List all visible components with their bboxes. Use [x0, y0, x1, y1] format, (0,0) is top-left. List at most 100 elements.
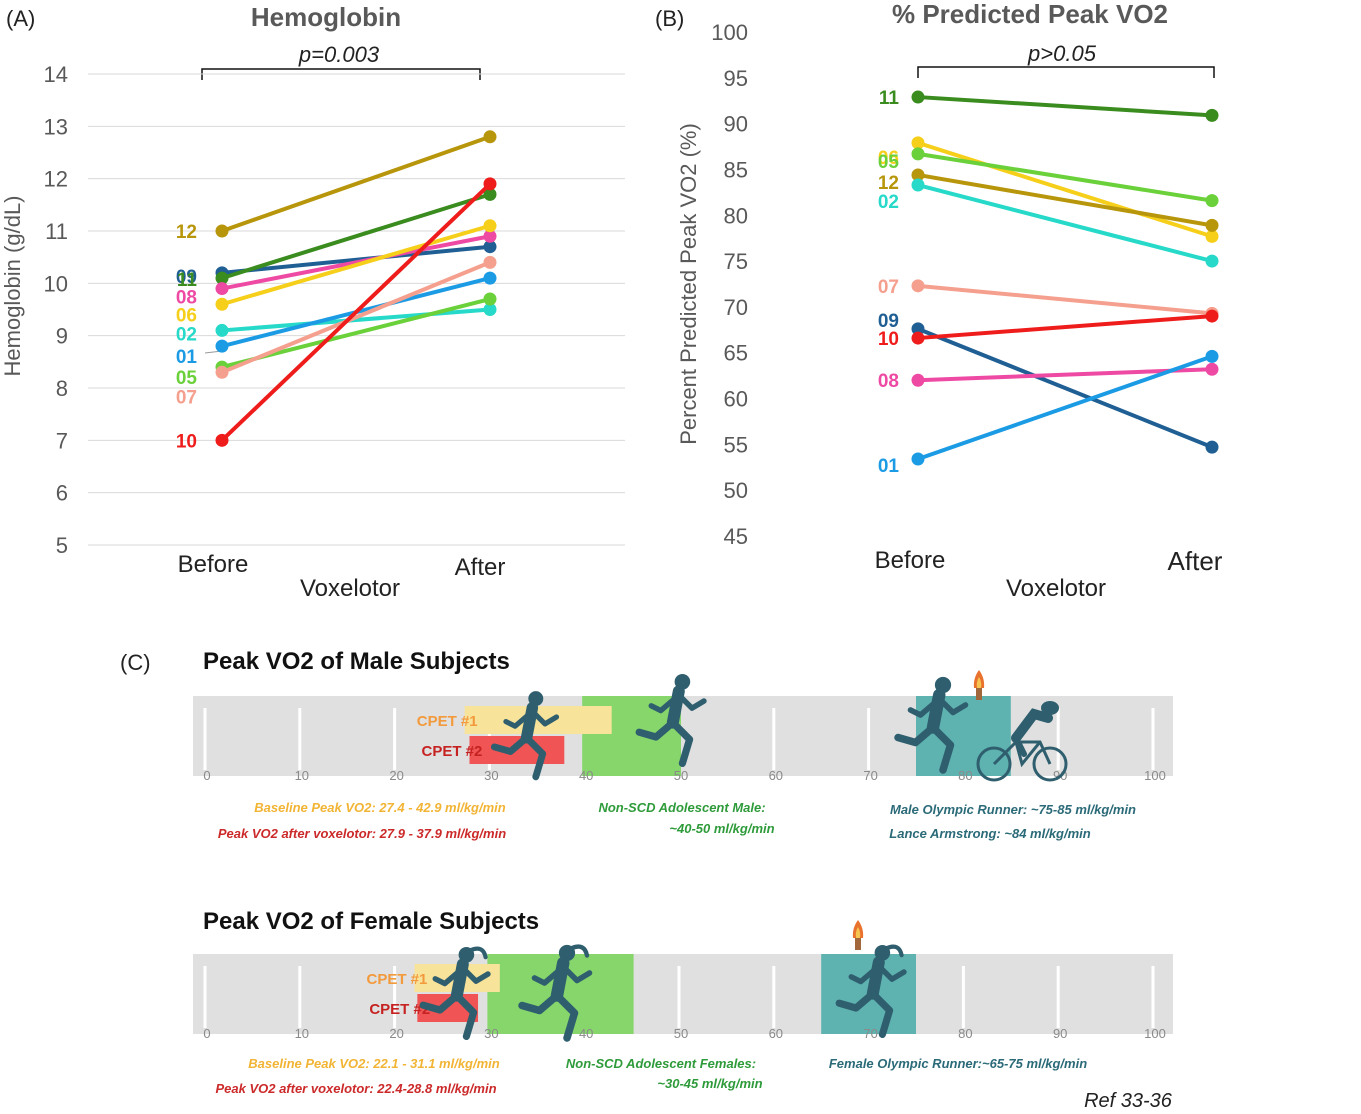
data-point-after-10	[1205, 309, 1219, 323]
subject-label-12: 12	[878, 173, 899, 194]
female-cpet2-label: CPET #2	[369, 1001, 430, 1018]
data-point-before-10	[215, 433, 229, 447]
female-scale-band	[193, 954, 1173, 1034]
panel-b-significance-bracket	[917, 66, 1215, 78]
data-point-after-02	[483, 303, 497, 316]
series-line-12	[220, 134, 492, 233]
panel-a-x-category-after: After	[455, 554, 506, 581]
female-after-note: Peak VO2 after voxelotor: 22.4-28.8 ml/k…	[215, 1081, 496, 1096]
data-point-after-10	[483, 177, 497, 191]
subject-label-01: 01	[176, 347, 198, 368]
data-point-after-09	[483, 240, 497, 254]
y-tick-label: 50	[724, 478, 748, 503]
subject-label-09: 09	[176, 267, 197, 288]
data-point-before-02	[215, 323, 229, 337]
data-point-before-05	[911, 147, 925, 161]
panel-a-hemoglobin-chart: (A) Hemoglobin p=0.003 14 13 12 11 10 9 8 7 6 5 H…	[0, 2, 625, 602]
scale-tick-label: 80	[958, 1026, 972, 1041]
y-tick-label: 55	[724, 432, 748, 457]
data-point-before-01	[911, 452, 925, 466]
subject-label-10: 10	[878, 329, 899, 350]
panel-b-x-category-after: After	[1168, 546, 1223, 576]
scale-tick-label: 70	[863, 768, 877, 783]
data-point-before-12	[215, 224, 229, 238]
scale-tick-label: 20	[389, 768, 403, 783]
y-tick-label: 70	[724, 295, 748, 320]
male-baseline-note: Baseline Peak VO2: 27.4 - 42.9 ml/kg/min	[254, 800, 506, 815]
reference-note: Ref 33-36	[1084, 1090, 1173, 1112]
y-tick-label: 65	[724, 341, 748, 366]
series-line-06	[916, 140, 1214, 239]
y-tick-label: 14	[44, 62, 68, 87]
panel-a-x-axis-label: Voxelotor	[300, 575, 400, 602]
scale-tick-label: 90	[1053, 1026, 1067, 1041]
subject-label-02: 02	[176, 324, 197, 345]
panel-b-peak-vo2-chart: (B) % Predicted Peak VO2 p>0.05 100 95 90 8…	[655, 0, 1223, 602]
scale-tick-label: 60	[769, 768, 783, 783]
subject-label-10: 10	[176, 431, 197, 452]
subject-label-06: 06	[176, 305, 197, 326]
y-tick-label: 90	[724, 112, 748, 137]
panel-b-title: % Predicted Peak VO2	[892, 0, 1168, 29]
series-line-09	[220, 244, 492, 275]
data-point-before-07	[911, 279, 925, 293]
y-tick-label: 13	[44, 114, 68, 139]
y-tick-label: 7	[56, 428, 68, 453]
subject-label-08: 08	[176, 288, 197, 309]
runner-icon	[490, 691, 560, 781]
series-line-07	[916, 283, 1214, 316]
data-point-after-12	[1205, 218, 1219, 232]
panel-b-p-value: p>0.05	[1027, 41, 1097, 66]
scale-tick-label: 20	[389, 1026, 403, 1041]
male-normal-note-line1: Non-SCD Adolescent Male:	[598, 800, 765, 815]
scale-tick-label: 30	[484, 768, 498, 783]
data-point-before-06	[215, 297, 229, 311]
series-line-02	[916, 183, 1214, 264]
y-tick-label: 60	[724, 387, 748, 412]
data-point-after-09	[1205, 440, 1219, 454]
subject-label-01: 01	[878, 456, 900, 477]
torch-icon	[973, 670, 985, 700]
data-point-after-12	[483, 130, 497, 144]
data-point-before-01	[215, 339, 229, 353]
panel-b-x-axis-label: Voxelotor	[1006, 575, 1106, 602]
subject-label-05: 05	[878, 152, 900, 173]
male-scale-title: Peak VO2 of Male Subjects	[203, 648, 510, 675]
data-point-after-01	[483, 271, 497, 285]
sprinter-icon	[894, 676, 969, 774]
data-point-after-08	[1205, 362, 1219, 376]
series-line-11	[220, 192, 492, 281]
data-point-before-09	[911, 322, 925, 336]
female-scale-title: Peak VO2 of Female Subjects	[203, 908, 539, 935]
data-point-after-07	[483, 255, 497, 269]
data-point-after-06	[1205, 229, 1219, 243]
data-point-before-11	[911, 90, 925, 104]
male-after-note: Peak VO2 after voxelotor: 27.9 - 37.9 ml…	[218, 826, 506, 841]
data-point-before-08	[911, 373, 925, 387]
scale-tick-label: 100	[1144, 1026, 1166, 1041]
scale-tick-label: 0	[203, 768, 210, 783]
subject-label-07: 07	[176, 387, 197, 408]
data-point-after-05	[1205, 194, 1219, 208]
subject-label-09: 09	[878, 311, 899, 332]
panel-a-y-axis-label: Hemoglobin (g/dL)	[0, 196, 25, 377]
y-tick-label: 11	[45, 219, 68, 244]
data-point-before-10	[911, 331, 925, 345]
y-tick-label: 100	[711, 20, 748, 45]
male-olympic-note: Male Olympic Runner: ~75-85 ml/kg/min	[890, 802, 1136, 817]
data-point-after-02	[1205, 254, 1219, 268]
female-normal-note-line1: Non-SCD Adolescent Females:	[566, 1056, 756, 1071]
series-line-09	[916, 326, 1214, 450]
series-line-10	[916, 314, 1214, 341]
series-line-11	[916, 95, 1214, 118]
subject-label-11: 11	[177, 270, 198, 291]
data-point-before-08	[215, 282, 229, 296]
scale-tick-label: 40	[579, 768, 593, 783]
scale-tick-label: 60	[769, 1026, 783, 1041]
female-runner-icon	[419, 946, 491, 1041]
y-tick-label: 75	[724, 249, 748, 274]
subject-label-02: 02	[878, 192, 899, 213]
data-point-after-08	[483, 229, 497, 243]
series-line-01	[916, 354, 1214, 462]
